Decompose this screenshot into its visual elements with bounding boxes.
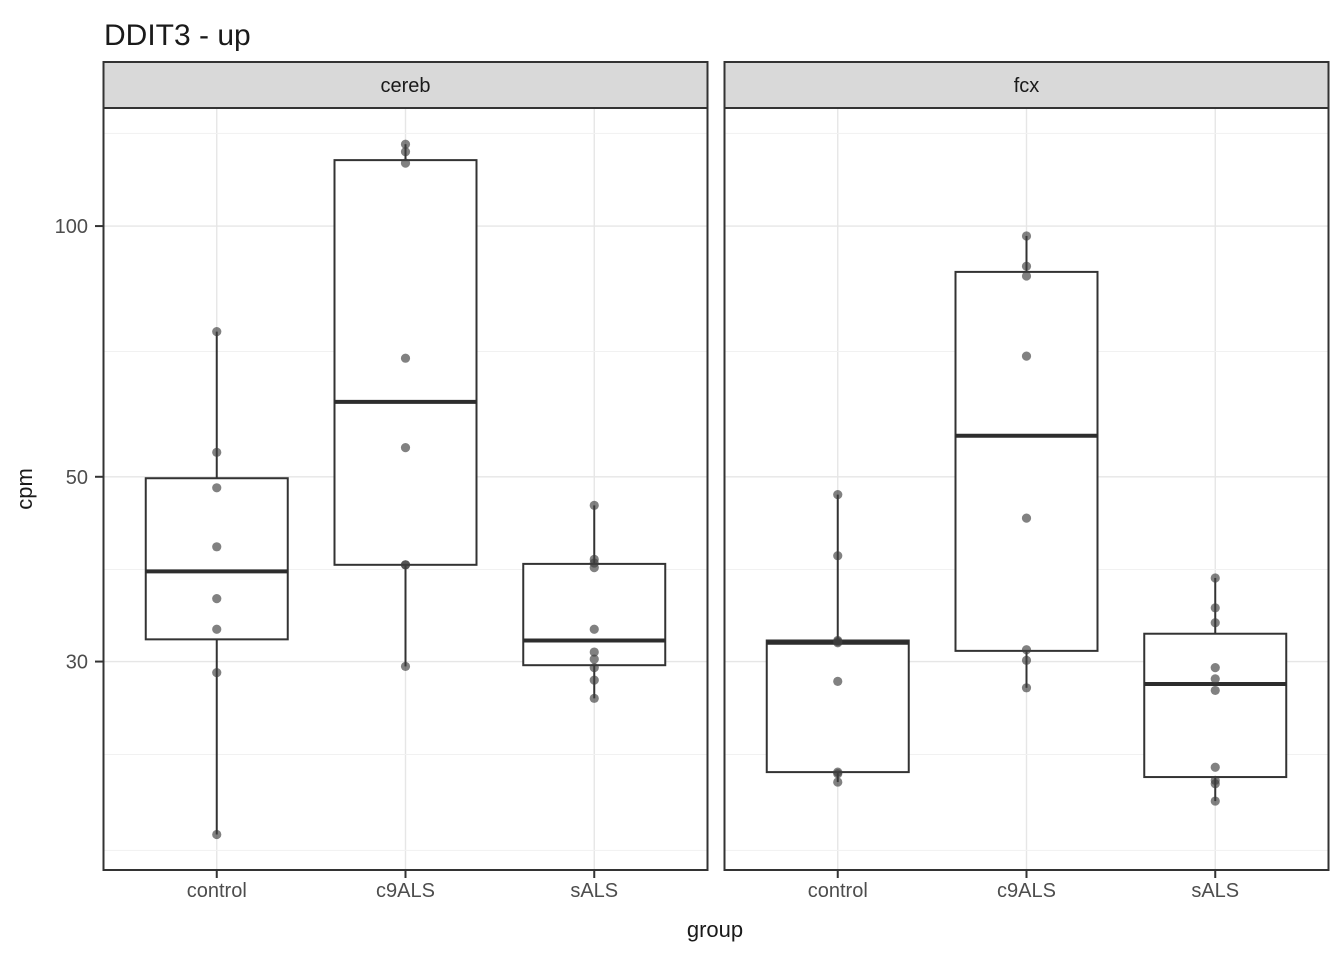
data-point (1021, 351, 1032, 361)
x-tick-label: sALS (1191, 880, 1239, 902)
data-point (589, 624, 599, 634)
data-point (833, 676, 843, 686)
data-point (212, 542, 222, 552)
y-axis-title: cpm (12, 468, 37, 510)
data-point (400, 158, 411, 168)
data-point (1021, 683, 1032, 693)
data-point (833, 489, 843, 500)
data-point (1210, 796, 1220, 806)
panels-layer: control c9ALS sALS cereb control c9ALS sALS fcx… (55, 61, 1330, 902)
data-point (212, 624, 222, 634)
data-point (589, 663, 599, 673)
box (954, 270, 1099, 652)
data-point (1210, 685, 1220, 696)
data-point (212, 447, 222, 457)
x-tick-label: c9ALS (997, 880, 1056, 902)
facet-strip-label: cereb (380, 75, 430, 97)
facet-strip (723, 61, 1330, 109)
data-point (400, 353, 411, 363)
data-point (1210, 663, 1220, 673)
data-point (1210, 775, 1220, 785)
data-point (1021, 655, 1032, 665)
data-point (1210, 573, 1220, 583)
box (144, 477, 289, 641)
x-tick-label: c9ALS (376, 880, 435, 902)
data-point (212, 667, 222, 678)
data-point (400, 139, 411, 149)
data-point (1021, 513, 1032, 523)
x-tick-label: control (808, 880, 868, 902)
data-point (589, 675, 599, 685)
data-point (589, 554, 599, 564)
data-point (833, 777, 843, 787)
data-point (1021, 271, 1032, 281)
y-tick-label: 100 (55, 216, 88, 238)
y-tick-label: 50 (66, 467, 88, 489)
data-point (212, 829, 222, 840)
data-point (833, 635, 843, 646)
data-point (400, 661, 411, 672)
data-point (1210, 762, 1220, 772)
data-point (589, 647, 599, 657)
data-point (400, 560, 411, 570)
data-point (833, 551, 843, 561)
facet-strip (102, 61, 709, 109)
plot-title: DDIT3 - up (104, 19, 251, 52)
data-point (400, 147, 411, 157)
data-point (1021, 261, 1032, 271)
data-point (212, 326, 222, 337)
data-point (1210, 618, 1220, 628)
x-tick-label: control (187, 880, 247, 902)
data-point (1210, 603, 1220, 613)
data-point (1021, 645, 1032, 655)
data-point (589, 500, 599, 510)
data-point (212, 594, 222, 604)
x-tick-label: sALS (570, 880, 618, 902)
data-point (589, 654, 599, 664)
x-axis-title: group (687, 917, 743, 942)
y-tick-label: 30 (66, 652, 88, 674)
data-point (1021, 231, 1032, 241)
data-point (833, 767, 843, 777)
box (1143, 632, 1288, 779)
data-point (400, 443, 411, 453)
data-point (589, 693, 599, 703)
box (765, 639, 910, 774)
data-point (1210, 674, 1220, 684)
facet-strip-label: fcx (1014, 75, 1040, 97)
data-point (212, 483, 222, 493)
